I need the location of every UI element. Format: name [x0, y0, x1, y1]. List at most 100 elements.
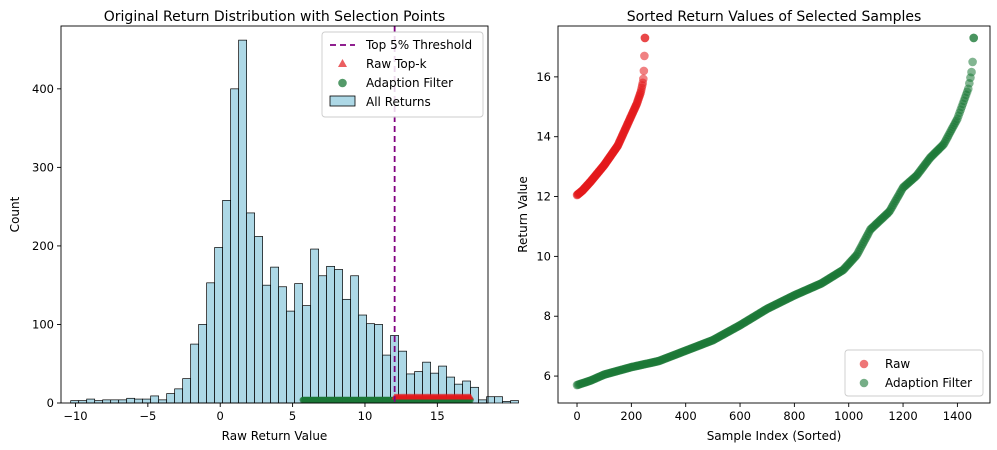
scatter-y-tick-label: 12	[536, 190, 551, 204]
histogram-bar	[134, 398, 144, 404]
histogram-bar	[270, 266, 279, 404]
legend-raw-swatch	[859, 359, 869, 369]
histogram-bar	[286, 310, 295, 404]
histogram-bar	[334, 269, 343, 404]
scatter-x-tick-label: 1400	[943, 409, 972, 423]
histogram-bar	[150, 395, 160, 404]
legend-adaption-filter-label: Adaption Filter	[366, 76, 453, 90]
histogram-x-tick-label: 15	[430, 409, 445, 423]
raw-topk-point	[467, 393, 474, 400]
legend-adaption-filter-swatch-2	[859, 378, 869, 388]
histogram-bar	[350, 275, 359, 404]
histogram-bar	[502, 401, 511, 404]
scatter-chart: Sorted Return Values of Selected Samples…	[516, 9, 991, 443]
histogram-bar	[206, 282, 215, 404]
histogram-bar	[118, 399, 128, 404]
histogram-y-ticks: 0 100 200 300 400	[32, 82, 61, 410]
raw-point	[640, 33, 650, 43]
scatter-axes-frame	[557, 25, 991, 404]
histogram-bar	[102, 399, 112, 404]
legend-adaption-filter-swatch	[338, 78, 347, 88]
histogram-title: Original Return Distribution with Select…	[104, 9, 445, 25]
histogram-bar	[198, 324, 208, 404]
histogram-y-tick-label: 100	[32, 317, 54, 331]
scatter-title: Sorted Return Values of Selected Samples	[627, 9, 922, 25]
histogram-bar	[262, 284, 271, 404]
scatter-y-tick-label: 6	[544, 369, 551, 383]
scatter-y-tick-label: 16	[536, 70, 551, 84]
histogram-bar	[326, 265, 335, 404]
legend-raw-label: Raw	[885, 357, 910, 371]
legend-all-returns-swatch	[329, 95, 356, 107]
histogram-bar	[230, 88, 239, 404]
histogram-bar	[126, 397, 136, 404]
histogram-bar	[382, 354, 391, 404]
adaption-filter-point	[968, 57, 977, 67]
histogram-x-label: Raw Return Value	[222, 429, 328, 443]
legend-adaption-filter-label-2: Adaption Filter	[885, 376, 972, 390]
histogram-x-tick-label: −10	[63, 409, 87, 423]
histogram-bar	[166, 393, 176, 404]
scatter-y-ticks: 6 8 10 12 14 16	[536, 70, 558, 383]
scatter-x-tick-label: 200	[620, 409, 642, 423]
histogram-rug-points	[299, 393, 474, 404]
histogram-bar	[214, 247, 223, 404]
adaption-filter-point	[967, 67, 976, 77]
raw-point	[640, 51, 649, 61]
scatter-x-tick-label: 1200	[888, 409, 917, 423]
histogram-bar	[358, 314, 367, 404]
histogram-bar	[510, 400, 519, 404]
scatter-x-tick-label: 400	[675, 409, 697, 423]
raw-point	[639, 66, 649, 76]
histogram-x-tick-label: 5	[289, 409, 296, 423]
histogram-bar	[310, 248, 319, 404]
histogram-bar	[142, 398, 152, 404]
histogram-bars	[70, 39, 519, 404]
scatter-x-tick-label: 600	[729, 409, 751, 423]
histogram-bar	[278, 286, 287, 404]
histogram-bar	[86, 398, 96, 404]
histogram-chart: Original Return Distribution with Select…	[8, 9, 519, 443]
histogram-legend-box	[321, 31, 484, 118]
histogram-bar	[158, 399, 168, 404]
histogram-bar	[174, 388, 184, 404]
histogram-bar	[238, 39, 247, 404]
scatter-y-tick-label: 10	[536, 249, 551, 263]
histogram-y-tick-label: 0	[47, 396, 54, 410]
histogram-bar	[182, 378, 192, 404]
scatter-y-tick-label: 14	[536, 130, 551, 144]
histogram-bar	[318, 275, 327, 404]
scatter-x-tick-label: 1000	[834, 409, 863, 423]
histogram-bar	[494, 396, 503, 404]
histogram-bar	[246, 212, 255, 404]
scatter-legend: Raw Adaption Filter	[844, 349, 984, 397]
scatter-x-tick-label: 0	[573, 409, 580, 423]
histogram-legend: Top 5% Threshold Raw Top-k Adaption Filt…	[321, 31, 484, 118]
histogram-bar	[366, 323, 375, 404]
legend-raw-topk-label: Raw Top-k	[366, 57, 427, 71]
histogram-x-tick-label: 0	[217, 409, 224, 423]
legend-threshold-label: Top 5% Threshold	[365, 38, 472, 52]
histogram-y-label: Count	[8, 196, 22, 232]
scatter-x-label: Sample Index (Sorted)	[707, 429, 842, 443]
histogram-bar	[294, 283, 303, 404]
adaption-filter-point	[969, 33, 978, 43]
histogram-axes-frame	[60, 25, 489, 404]
histogram-y-tick-label: 200	[32, 239, 54, 253]
histogram-bar	[190, 343, 200, 404]
histogram-bar	[110, 399, 120, 404]
raw-point	[639, 74, 648, 84]
histogram-bar	[302, 305, 311, 404]
legend-raw-topk-swatch	[338, 59, 347, 67]
histogram-bar	[222, 200, 231, 404]
scatter-x-tick-label: 800	[783, 409, 805, 423]
histogram-y-tick-label: 300	[32, 160, 54, 174]
legend-all-returns-label: All Returns	[366, 95, 431, 109]
scatter-legend-box	[844, 349, 984, 397]
histogram-x-tick-label: 10	[358, 409, 373, 423]
histogram-x-tick-label: −5	[139, 409, 156, 423]
scatter-points	[572, 33, 978, 390]
histogram-bar	[478, 399, 487, 404]
